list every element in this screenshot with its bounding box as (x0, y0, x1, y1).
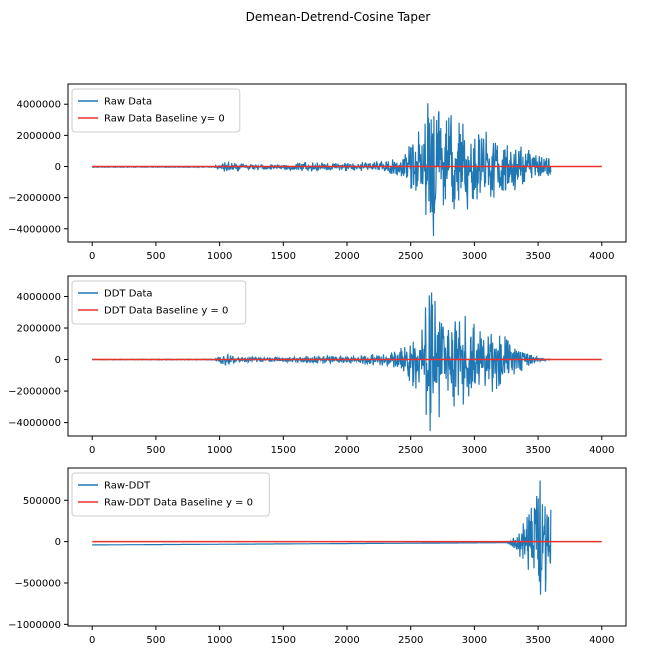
y-tick-label: −4000000 (8, 224, 61, 235)
subplot-3: 0 500 1000 1500 2000 2500 3000 3500 4000 −1000000… (8, 467, 627, 646)
series-line-raw-ddt (92, 480, 552, 595)
legend-label: Raw-DDT (104, 481, 151, 492)
x-tick-label: 3500 (525, 635, 550, 646)
legend: Raw Data Raw Data Baseline y= 0 (71, 88, 241, 133)
figure-suptitle: Demean-Detrend-Cosine Taper (246, 10, 431, 24)
x-tick-label: 500 (146, 251, 165, 262)
plot-area (92, 480, 602, 595)
x-tick-label: 2500 (398, 445, 423, 456)
y-tick-label: 0 (55, 162, 61, 173)
y-tick-label: −2000000 (8, 387, 61, 398)
y-tick-label: −500000 (14, 578, 61, 589)
legend-label: DDT Data Baseline y = 0 (104, 306, 228, 317)
y-tick-label: 2000000 (16, 131, 61, 142)
x-tick-label: 1500 (271, 445, 296, 456)
x-tick-label: 2000 (334, 635, 359, 646)
subplot-1: 0 500 1000 1500 2000 2500 3000 3500 4000 −4000000… (8, 83, 627, 262)
x-tick-label: 3500 (525, 445, 550, 456)
y-tick-label: −2000000 (8, 193, 61, 204)
x-tick-label: 2000 (334, 251, 359, 262)
y-tick-label: 4000000 (16, 292, 61, 303)
x-tick-label: 2500 (398, 251, 423, 262)
y-tick-label: 4000000 (16, 100, 61, 111)
x-tick-label: 0 (89, 445, 95, 456)
x-tick-label: 0 (89, 251, 95, 262)
x-tick-label: 3000 (462, 445, 487, 456)
legend-label: Raw Data (104, 97, 152, 108)
y-tick-label: −4000000 (8, 418, 61, 429)
y-tick-label: 500000 (23, 496, 61, 507)
legend-box (71, 280, 247, 325)
x-tick-label: 4000 (589, 251, 614, 262)
legend-label: Raw-DDT Data Baseline y = 0 (104, 498, 253, 509)
x-tick-label: 1500 (271, 635, 296, 646)
legend: Raw-DDT Raw-DDT Data Baseline y = 0 (71, 472, 270, 517)
x-tick-label: 3000 (462, 635, 487, 646)
x-tick-label: 0 (89, 635, 95, 646)
legend-label: DDT Data (104, 289, 153, 300)
subplot-2: 0 500 1000 1500 2000 2500 3000 3500 4000 −4000000… (8, 275, 627, 456)
y-tick-label: 0 (55, 537, 61, 548)
x-tick-label: 1000 (207, 445, 232, 456)
x-tick-label: 3500 (525, 251, 550, 262)
x-tick-label: 1000 (207, 635, 232, 646)
legend: DDT Data DDT Data Baseline y = 0 (71, 280, 247, 325)
x-tick-label: 1500 (271, 251, 296, 262)
y-tick-label: 0 (55, 355, 61, 366)
plot-area (91, 292, 602, 432)
x-tick-label: 4000 (589, 445, 614, 456)
y-tick-label: −1000000 (8, 620, 61, 631)
x-tick-label: 2500 (398, 635, 423, 646)
x-tick-label: 3000 (462, 251, 487, 262)
legend-label: Raw Data Baseline y= 0 (104, 114, 225, 125)
x-tick-label: 500 (146, 445, 165, 456)
x-tick-label: 1000 (207, 251, 232, 262)
y-tick-label: 2000000 (16, 324, 61, 335)
legend-box (71, 88, 241, 133)
x-tick-label: 500 (146, 635, 165, 646)
plot-area (91, 103, 602, 237)
legend-box (71, 472, 270, 517)
x-tick-label: 4000 (589, 635, 614, 646)
x-tick-label: 2000 (334, 445, 359, 456)
